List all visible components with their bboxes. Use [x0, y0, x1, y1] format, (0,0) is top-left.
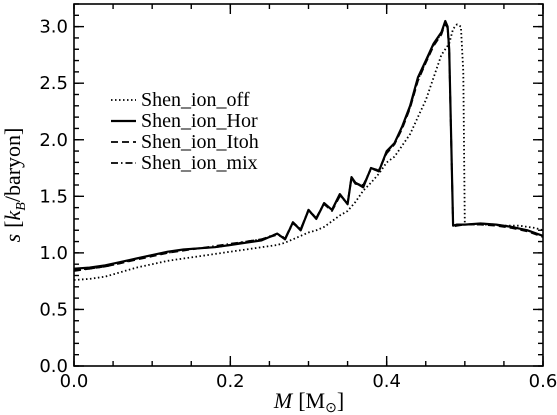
- y-tick-label: 3.0: [39, 17, 68, 38]
- series-line-shen-ion-mix: [73, 21, 544, 271]
- series-line-shen-ion-off: [73, 23, 544, 281]
- series-lines: [73, 19, 544, 281]
- x-tick-label: 0.6: [529, 371, 557, 392]
- plot-frame: [73, 3, 544, 367]
- y-tick-label: 1.5: [39, 186, 68, 207]
- legend-label: Shen_ion_Itoh: [141, 131, 259, 153]
- x-tick-label: 0.0: [60, 371, 89, 392]
- axis-ticks: 0.0 0.2 0.4 0.6 0.0 0.5 1.0 1.5 2.0 2.5 3.0: [39, 3, 557, 392]
- y-axis-title: s[kB/baryon]: [0, 128, 29, 243]
- y-tick-label: 0.0: [39, 356, 68, 377]
- legend-label: Shen_ion_mix: [141, 152, 258, 174]
- y-tick-label: 2.0: [39, 130, 68, 151]
- x-tick-label: 0.4: [372, 371, 401, 392]
- y-tick-label: 0.5: [39, 299, 68, 320]
- legend-label: Shen_ion_Hor: [141, 110, 258, 132]
- legend: Shen_ion_offShen_ion_HorShen_ion_ItohShe…: [111, 89, 259, 174]
- y-tick-label: 1.0: [39, 243, 68, 264]
- y-tick-label: 2.5: [39, 73, 68, 94]
- legend-label: Shen_ion_off: [141, 89, 250, 111]
- x-axis-title: M [M⊙]: [273, 388, 344, 415]
- x-tick-label: 0.2: [216, 371, 245, 392]
